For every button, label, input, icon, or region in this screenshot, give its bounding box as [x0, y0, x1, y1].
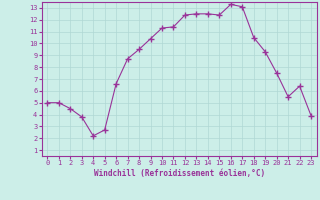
X-axis label: Windchill (Refroidissement éolien,°C): Windchill (Refroidissement éolien,°C): [94, 169, 265, 178]
